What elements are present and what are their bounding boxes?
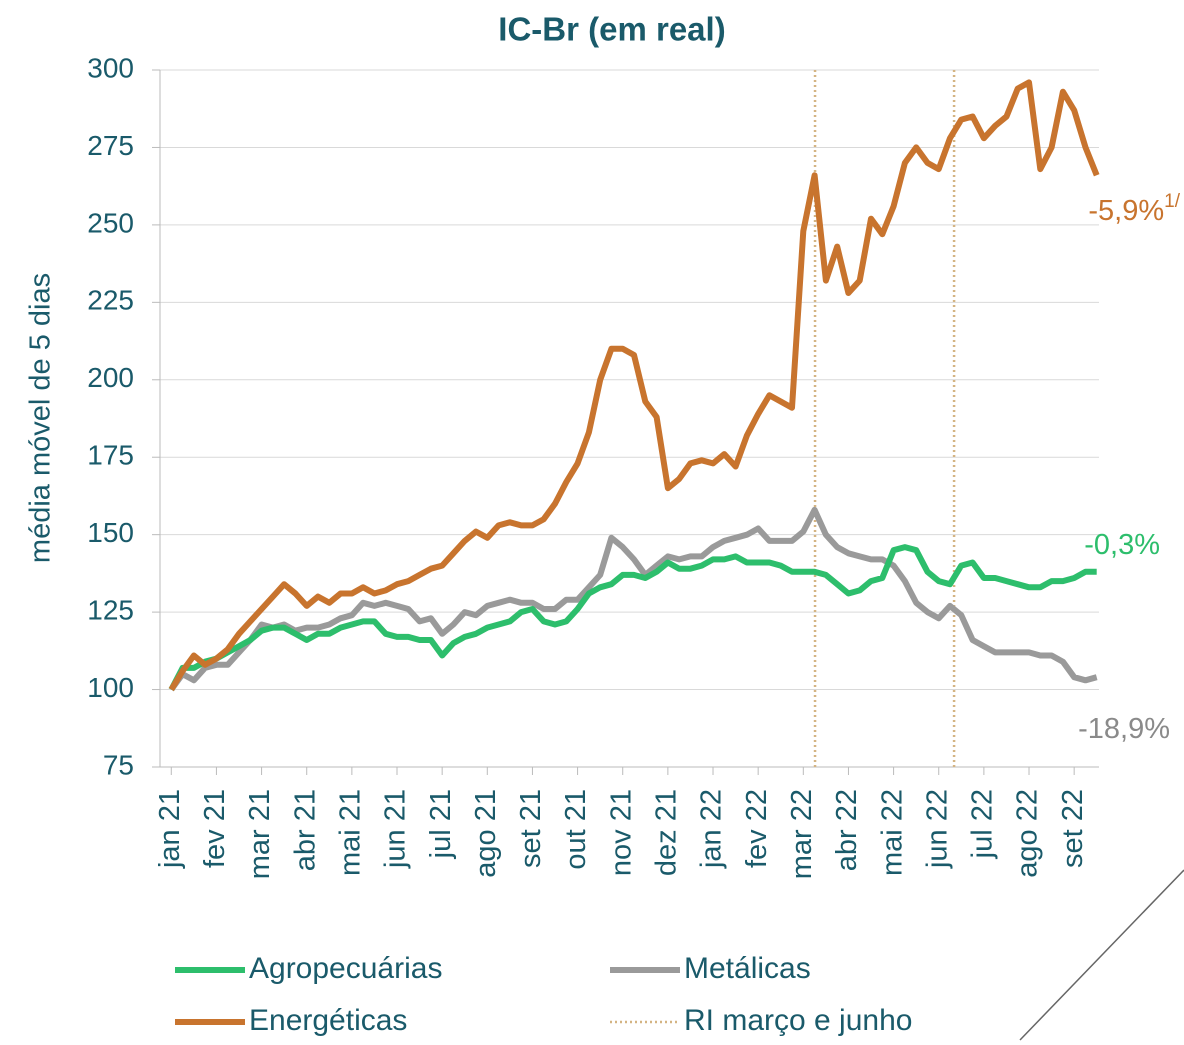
end-label-text: -5,9%	[1088, 195, 1164, 227]
x-tick-label: mar 21	[244, 789, 276, 879]
x-tick-label: nov 21	[605, 789, 637, 876]
y-axis-label: média móvel de 5 dias	[25, 273, 57, 563]
y-tick-label: 100	[87, 672, 134, 703]
chart-title: IC-Br (em real)	[498, 11, 725, 48]
y-tick-label: 250	[87, 207, 134, 238]
legend-label: Metálicas	[684, 952, 811, 985]
y-tick-label: 275	[87, 130, 134, 161]
series-line	[168, 79, 1100, 692]
x-tick-label: abr 21	[289, 789, 321, 871]
x-tick-label: mar 22	[786, 789, 818, 879]
decoration-line	[1019, 869, 1184, 1041]
x-tick-label: ago 22	[1012, 789, 1044, 878]
x-tick-label: jul 22	[967, 789, 999, 859]
x-tick-label: mai 22	[876, 789, 908, 876]
end-label-superscript: 1/	[1164, 191, 1181, 212]
x-tick-label: set 22	[1057, 789, 1089, 868]
legend-label: RI março e junho	[684, 1004, 912, 1037]
x-tick-label: jul 21	[425, 789, 457, 859]
x-tick-label: jan 22	[696, 789, 728, 869]
y-tick-label: 150	[87, 517, 134, 548]
end-label: -0,3%	[1084, 529, 1160, 561]
x-tick-label: abr 22	[831, 789, 863, 871]
y-tick-label: 300	[87, 52, 134, 83]
x-tick-label: set 21	[515, 789, 547, 868]
y-tick-label: 200	[87, 362, 134, 393]
x-tick-label: ago 21	[470, 789, 502, 878]
series-line	[168, 544, 1097, 691]
x-tick-label: dez 21	[651, 789, 683, 876]
legend-label: Energéticas	[249, 1004, 407, 1037]
series-line	[168, 506, 1098, 692]
y-tick-label: 125	[87, 595, 134, 626]
x-tick-label: jan 21	[154, 789, 186, 869]
end-label-text: -18,9%	[1078, 713, 1170, 745]
y-tick-label: 75	[103, 749, 134, 780]
end-label-text: -0,3%	[1084, 529, 1160, 561]
x-tick-label: mai 21	[335, 789, 367, 876]
y-tick-label: 175	[87, 440, 134, 471]
x-tick-label: fev 22	[741, 789, 773, 868]
y-tick-label: 225	[87, 285, 134, 316]
end-label: -18,9%	[1078, 713, 1170, 745]
legend-label: Agropecuárias	[249, 952, 442, 985]
x-tick-label: jun 22	[921, 789, 953, 869]
x-tick-label: jun 21	[380, 789, 412, 869]
end-label: -5,9%1/	[1088, 191, 1180, 227]
x-tick-label: fev 21	[199, 789, 231, 868]
x-tick-label: out 21	[560, 789, 592, 870]
